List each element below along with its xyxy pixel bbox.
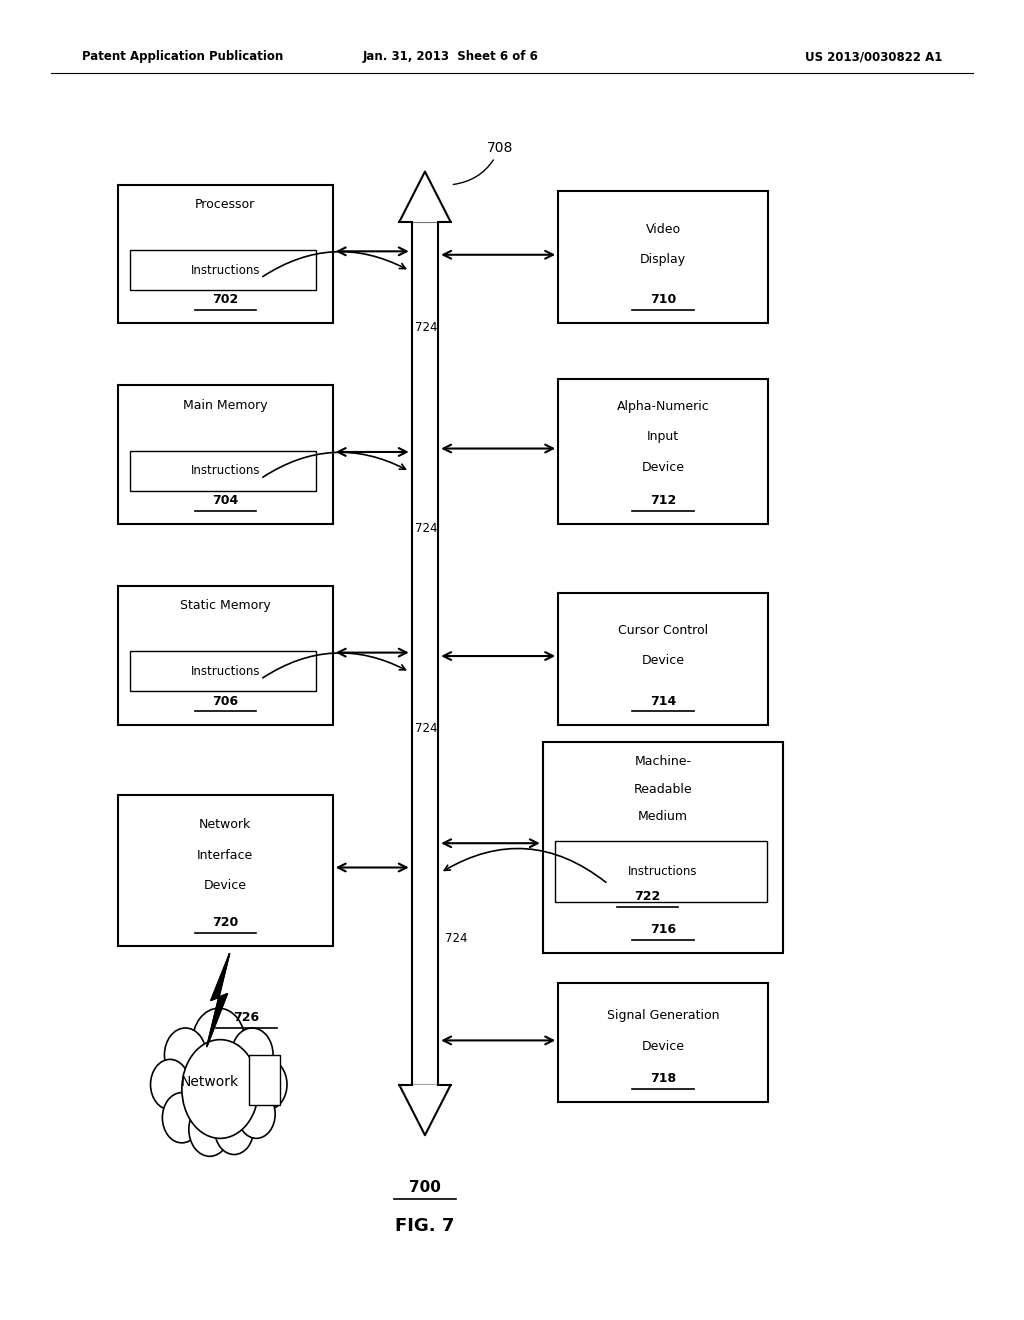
Text: Instructions: Instructions — [190, 665, 260, 677]
Circle shape — [248, 1060, 287, 1110]
Text: 702: 702 — [212, 293, 239, 306]
Bar — [130, 651, 316, 692]
Bar — [118, 586, 333, 725]
Text: 706: 706 — [212, 694, 239, 708]
Text: Jan. 31, 2013  Sheet 6 of 6: Jan. 31, 2013 Sheet 6 of 6 — [362, 50, 539, 63]
Text: Instructions: Instructions — [629, 865, 697, 878]
Text: Network: Network — [181, 1076, 239, 1089]
Text: 708: 708 — [454, 141, 513, 185]
Text: Video: Video — [645, 223, 681, 235]
Text: 724: 724 — [415, 722, 437, 735]
Text: 712: 712 — [650, 494, 676, 507]
Circle shape — [193, 1008, 245, 1076]
Text: 700: 700 — [409, 1180, 441, 1195]
Text: Medium: Medium — [638, 810, 688, 824]
Text: Display: Display — [640, 253, 686, 265]
Text: FIG. 7: FIG. 7 — [395, 1217, 455, 1236]
Text: 714: 714 — [650, 694, 676, 708]
Bar — [130, 450, 316, 491]
Polygon shape — [399, 1085, 451, 1135]
Text: Static Memory: Static Memory — [180, 599, 270, 612]
Text: 718: 718 — [650, 1072, 676, 1085]
Text: 724: 724 — [415, 321, 437, 334]
Circle shape — [163, 1093, 202, 1143]
Text: Input: Input — [647, 430, 679, 444]
Text: 716: 716 — [650, 923, 676, 936]
Text: 722: 722 — [635, 890, 660, 903]
Bar — [558, 191, 768, 323]
Circle shape — [151, 1060, 189, 1110]
Text: Readable: Readable — [634, 783, 692, 796]
Circle shape — [188, 1102, 230, 1156]
Polygon shape — [207, 954, 229, 1047]
Text: Main Memory: Main Memory — [183, 399, 267, 412]
Bar — [558, 983, 768, 1102]
Bar — [555, 841, 767, 903]
Text: Instructions: Instructions — [190, 465, 260, 477]
Bar — [118, 795, 333, 946]
Text: Device: Device — [642, 655, 684, 667]
Bar — [250, 1055, 281, 1105]
Circle shape — [182, 1040, 258, 1138]
Text: 704: 704 — [212, 494, 239, 507]
Text: Cursor Control: Cursor Control — [617, 624, 709, 636]
Text: Alpha-Numeric: Alpha-Numeric — [616, 400, 710, 413]
Bar — [130, 249, 316, 290]
Bar — [558, 593, 768, 725]
Text: Machine-: Machine- — [635, 755, 691, 768]
Text: Device: Device — [642, 461, 684, 474]
Text: Device: Device — [642, 1040, 684, 1052]
Circle shape — [231, 1028, 273, 1082]
Circle shape — [215, 1105, 254, 1155]
Text: Processor: Processor — [196, 198, 255, 211]
Bar — [558, 379, 768, 524]
Text: Instructions: Instructions — [190, 264, 260, 276]
Bar — [412, 222, 438, 1085]
Circle shape — [238, 1090, 275, 1138]
Bar — [118, 185, 333, 323]
Text: 724: 724 — [415, 521, 437, 535]
Text: Interface: Interface — [198, 849, 253, 862]
Text: US 2013/0030822 A1: US 2013/0030822 A1 — [805, 50, 942, 63]
Text: Device: Device — [204, 879, 247, 892]
Polygon shape — [399, 172, 451, 222]
Bar — [118, 385, 333, 524]
Bar — [543, 742, 783, 953]
Circle shape — [165, 1028, 206, 1082]
Text: 710: 710 — [650, 293, 676, 306]
Text: Signal Generation: Signal Generation — [607, 1010, 719, 1022]
Text: 720: 720 — [212, 916, 239, 929]
Text: Network: Network — [199, 818, 252, 832]
Text: 724: 724 — [445, 932, 468, 945]
Text: 726: 726 — [233, 1011, 260, 1024]
Text: Patent Application Publication: Patent Application Publication — [82, 50, 284, 63]
